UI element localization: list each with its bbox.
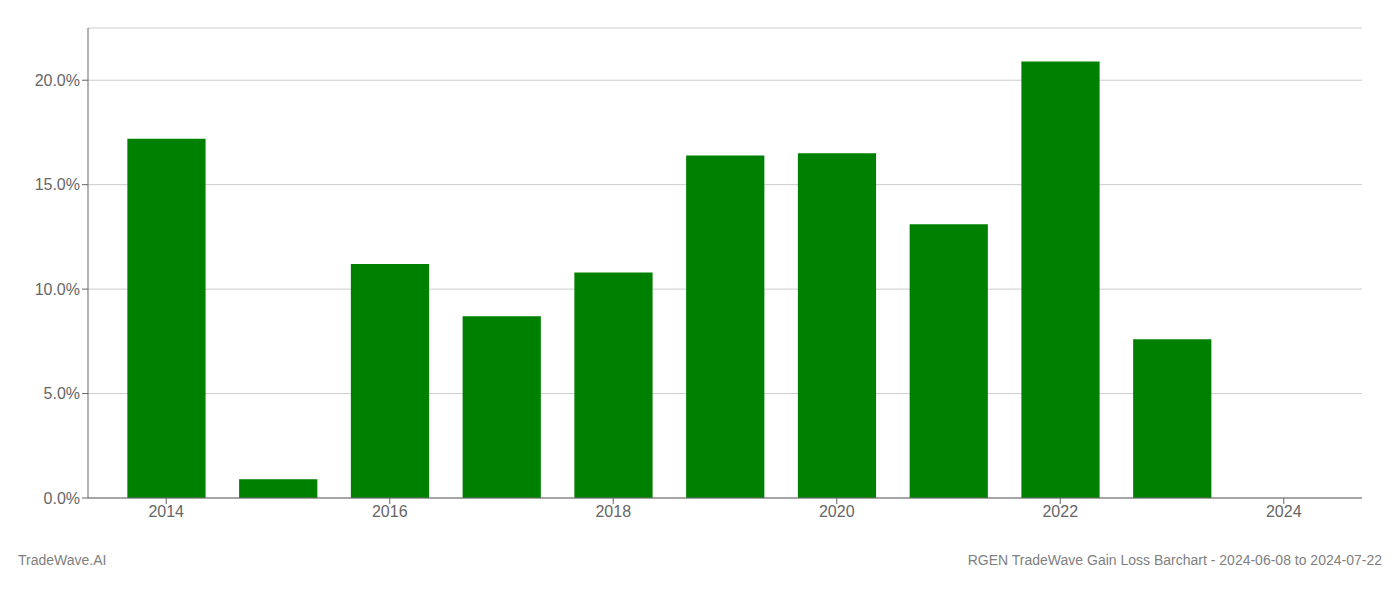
svg-text:0.0%: 0.0%	[44, 490, 80, 507]
svg-text:2024: 2024	[1266, 503, 1302, 520]
svg-text:2018: 2018	[595, 503, 631, 520]
svg-text:10.0%: 10.0%	[35, 281, 80, 298]
svg-text:2016: 2016	[372, 503, 408, 520]
svg-text:5.0%: 5.0%	[44, 385, 80, 402]
svg-text:2020: 2020	[819, 503, 855, 520]
html-text:TradeWave.AI: TradeWave.AI	[18, 552, 107, 568]
html-text:RGEN TradeWave Gain Loss Barch: RGEN TradeWave Gain Loss Barchart - 2024…	[967, 552, 1382, 568]
svg-text:20.0%: 20.0%	[35, 72, 80, 89]
svg-text:15.0%: 15.0%	[35, 176, 80, 193]
svg-text:2014: 2014	[148, 503, 184, 520]
svg-text:2022: 2022	[1042, 503, 1078, 520]
